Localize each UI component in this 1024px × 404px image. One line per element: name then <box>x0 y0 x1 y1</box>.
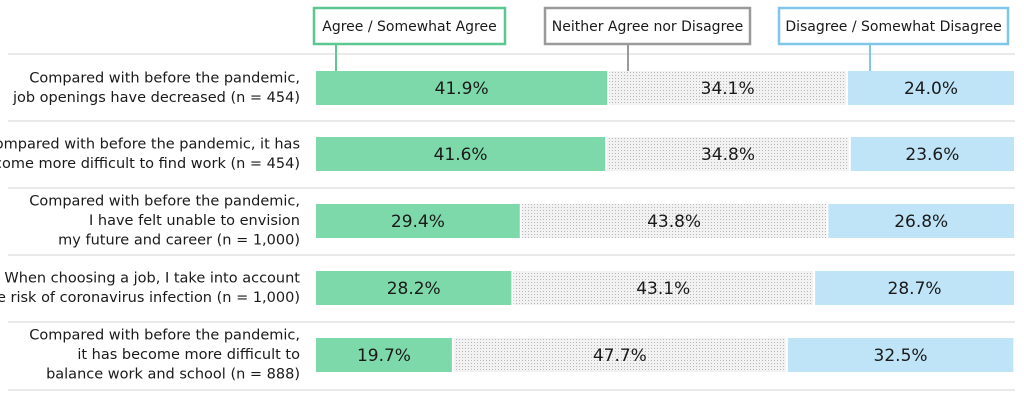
bar-segment <box>513 271 814 305</box>
bar-segment <box>815 271 1014 305</box>
category-label: Compared with before the pandemic, <box>29 328 300 344</box>
legend-box <box>777 6 1010 46</box>
bar-segment <box>521 204 827 238</box>
bar-segment <box>828 204 1014 238</box>
bar-segment <box>848 71 1014 105</box>
category-label: Compared with before the pandemic, <box>29 194 300 210</box>
bar-segment <box>787 338 1014 372</box>
legend-box <box>312 6 507 46</box>
category-label: job openings have decreased (n = 454) <box>12 90 300 106</box>
bar-segment <box>609 71 846 105</box>
value-label: 32.5% <box>874 346 928 366</box>
category-label: balance work and school (n = 888) <box>46 367 300 383</box>
value-label: 28.2% <box>387 279 441 299</box>
value-label: 43.8% <box>647 212 701 232</box>
category-label: it has become more difficult to <box>77 347 300 363</box>
value-label: 29.4% <box>391 212 445 232</box>
value-label: 41.6% <box>434 145 488 165</box>
value-label: 34.1% <box>701 79 755 99</box>
value-label: 34.8% <box>701 145 755 165</box>
value-label: 41.9% <box>435 79 489 99</box>
value-label: 19.7% <box>357 346 411 366</box>
category-label: become more difficult to find work (n = … <box>0 156 300 172</box>
category-label: the risk of coronavirus infection (n = 1… <box>0 290 300 306</box>
legend-label: Agree / Somewhat Agree <box>322 19 496 35</box>
category-label: my future and career (n = 1,000) <box>58 233 300 249</box>
category-label: Compared with before the pandemic, it ha… <box>0 136 300 152</box>
bar-segment <box>316 271 512 305</box>
value-label: 47.7% <box>593 346 647 366</box>
bar-segment <box>316 71 608 105</box>
bar-segment <box>607 137 849 171</box>
legend-box <box>543 6 752 46</box>
bar-segment <box>316 204 520 238</box>
value-label: 26.8% <box>894 212 948 232</box>
legend-label: Disagree / Somewhat Disagree <box>785 19 1001 35</box>
legend-label: Neither Agree nor Disagree <box>552 19 744 35</box>
value-label: 28.7% <box>888 279 942 299</box>
value-label: 23.6% <box>905 145 959 165</box>
category-label: When choosing a job, I take into account <box>4 270 300 286</box>
category-label: I have felt unable to envision <box>89 213 300 229</box>
value-label: 24.0% <box>904 79 958 99</box>
value-label: 43.1% <box>636 279 690 299</box>
bar-segment <box>316 137 606 171</box>
bar-segment <box>453 338 786 372</box>
bar-segment <box>316 338 452 372</box>
category-label: Compared with before the pandemic, <box>29 70 300 86</box>
bar-segment <box>850 137 1014 171</box>
